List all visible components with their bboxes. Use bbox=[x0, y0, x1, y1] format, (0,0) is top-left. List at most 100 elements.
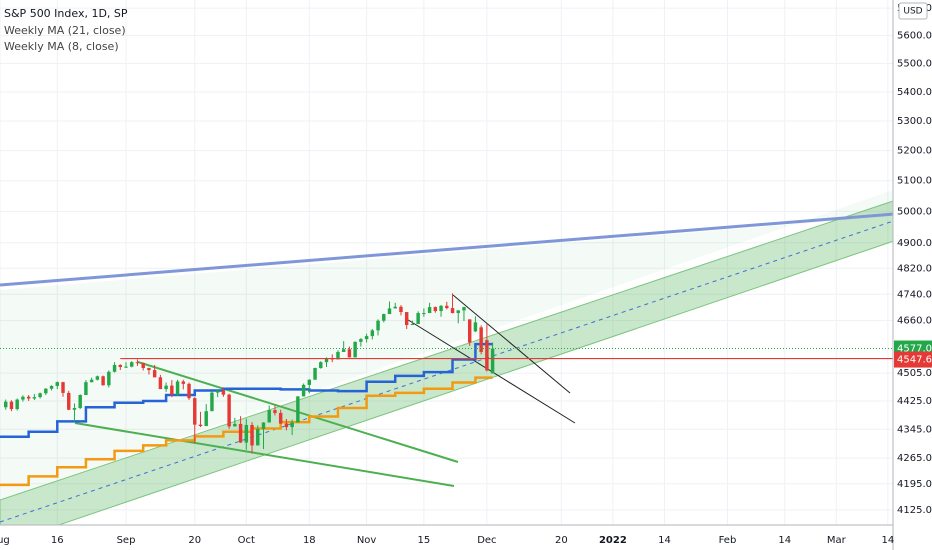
candle-body bbox=[221, 390, 226, 395]
candle-body bbox=[404, 312, 409, 326]
candle-body bbox=[273, 410, 277, 413]
candle-body bbox=[439, 305, 443, 312]
y-tick-label: 5200.00 bbox=[897, 146, 932, 157]
candle-body bbox=[422, 313, 426, 315]
candle-body bbox=[382, 314, 386, 321]
x-tick-label: Dec bbox=[477, 535, 496, 546]
x-tick-label: Oct bbox=[238, 535, 255, 546]
candle-body bbox=[462, 307, 466, 311]
candle-body bbox=[450, 308, 455, 314]
y-tick-label: 5100.00 bbox=[897, 176, 932, 187]
candle-body bbox=[101, 376, 105, 386]
x-tick-label: 14 bbox=[881, 535, 894, 546]
candle-body bbox=[49, 385, 54, 389]
candle-body bbox=[319, 362, 323, 369]
candle-body bbox=[313, 368, 317, 380]
last-price-label: 4577.09 bbox=[897, 344, 932, 355]
candle-body bbox=[364, 336, 369, 340]
candle-body bbox=[9, 401, 14, 410]
candle-body bbox=[61, 382, 65, 393]
candle-body bbox=[359, 339, 363, 342]
legend-entry: Weekly MA (8, close) bbox=[4, 40, 119, 53]
candle-body bbox=[445, 305, 449, 309]
candle-body bbox=[130, 362, 134, 367]
candle-body bbox=[485, 340, 489, 371]
y-tick-label: 5500.00 bbox=[897, 59, 932, 70]
candle-body bbox=[410, 324, 415, 326]
candle-body bbox=[490, 348, 495, 374]
candle-body bbox=[284, 423, 289, 428]
candle-body bbox=[341, 349, 346, 352]
candle-body bbox=[427, 307, 432, 314]
candle-body bbox=[278, 412, 283, 424]
candle-body bbox=[158, 377, 163, 390]
candle-body bbox=[193, 398, 197, 425]
candle-body bbox=[4, 401, 8, 408]
x-tick-label: 2022 bbox=[599, 535, 627, 546]
moving-average bbox=[0, 342, 493, 439]
candle-body bbox=[261, 422, 266, 429]
candle-body bbox=[387, 308, 392, 315]
candle-body bbox=[44, 388, 48, 394]
y-tick-label: 5300.00 bbox=[897, 116, 932, 127]
candle-body bbox=[347, 349, 352, 358]
x-tick-label: 20 bbox=[555, 535, 568, 546]
candle-body bbox=[456, 310, 460, 314]
price-line-label: 4547.62 bbox=[897, 355, 932, 366]
x-tick-label: Nov bbox=[357, 535, 377, 546]
y-tick-label: 4900.00 bbox=[897, 238, 932, 249]
candle-body bbox=[324, 358, 329, 363]
x-tick-label: 15 bbox=[418, 535, 431, 546]
candle-body bbox=[21, 396, 25, 400]
candle-body bbox=[250, 424, 254, 446]
candle-body bbox=[95, 376, 100, 380]
shade bbox=[0, 190, 893, 500]
candle-body bbox=[238, 423, 243, 443]
candle-body bbox=[198, 424, 203, 427]
candle-body bbox=[124, 366, 128, 368]
y-tick-label: 4195.00 bbox=[897, 479, 932, 490]
candle-body bbox=[147, 368, 151, 371]
y-tick-label: 5400.00 bbox=[897, 87, 932, 98]
x-tick-label: 18 bbox=[303, 535, 316, 546]
candle-body bbox=[135, 362, 140, 364]
y-tick-label: 4820.00 bbox=[897, 263, 932, 274]
candle-body bbox=[399, 306, 403, 313]
candle-body bbox=[152, 370, 157, 378]
y-tick-label: 4740.00 bbox=[897, 289, 932, 300]
channel bbox=[0, 187, 932, 546]
time-axis bbox=[0, 525, 893, 550]
y-tick-label: 5600.00 bbox=[897, 31, 932, 42]
y-tick-label: 4425.00 bbox=[897, 396, 932, 407]
candle-body bbox=[175, 381, 180, 395]
candle-body bbox=[78, 395, 82, 408]
y-tick-label: 4660.00 bbox=[897, 316, 932, 327]
x-tick-label: 20 bbox=[188, 535, 201, 546]
candle-body bbox=[107, 371, 111, 386]
trend-line bbox=[452, 294, 571, 394]
x-tick-label: Aug bbox=[0, 535, 10, 546]
candle-body bbox=[301, 384, 306, 397]
candle-body bbox=[336, 351, 340, 360]
candle-body bbox=[72, 407, 77, 410]
x-tick-label: 14 bbox=[778, 535, 791, 546]
candle-body bbox=[55, 382, 59, 386]
candle-body bbox=[227, 394, 231, 427]
x-tick-label: Sep bbox=[117, 535, 136, 546]
channel-midline bbox=[0, 207, 932, 523]
trend-line bbox=[74, 422, 455, 487]
candle-body bbox=[244, 424, 249, 443]
candle-body bbox=[210, 392, 214, 412]
candle-body bbox=[290, 422, 294, 428]
candle-body bbox=[296, 396, 300, 423]
candle-body bbox=[376, 320, 380, 331]
y-tick-label: 4345.00 bbox=[897, 424, 932, 435]
y-tick-label: 4505.00 bbox=[897, 368, 932, 379]
trend-line bbox=[0, 209, 932, 287]
price-line-box bbox=[894, 351, 932, 368]
y-tick-label: 4265.00 bbox=[897, 453, 932, 464]
candle-body bbox=[38, 393, 42, 398]
trend-line bbox=[404, 317, 576, 424]
candle-body bbox=[473, 322, 478, 332]
y-tick-label: 4125.00 bbox=[897, 505, 932, 516]
